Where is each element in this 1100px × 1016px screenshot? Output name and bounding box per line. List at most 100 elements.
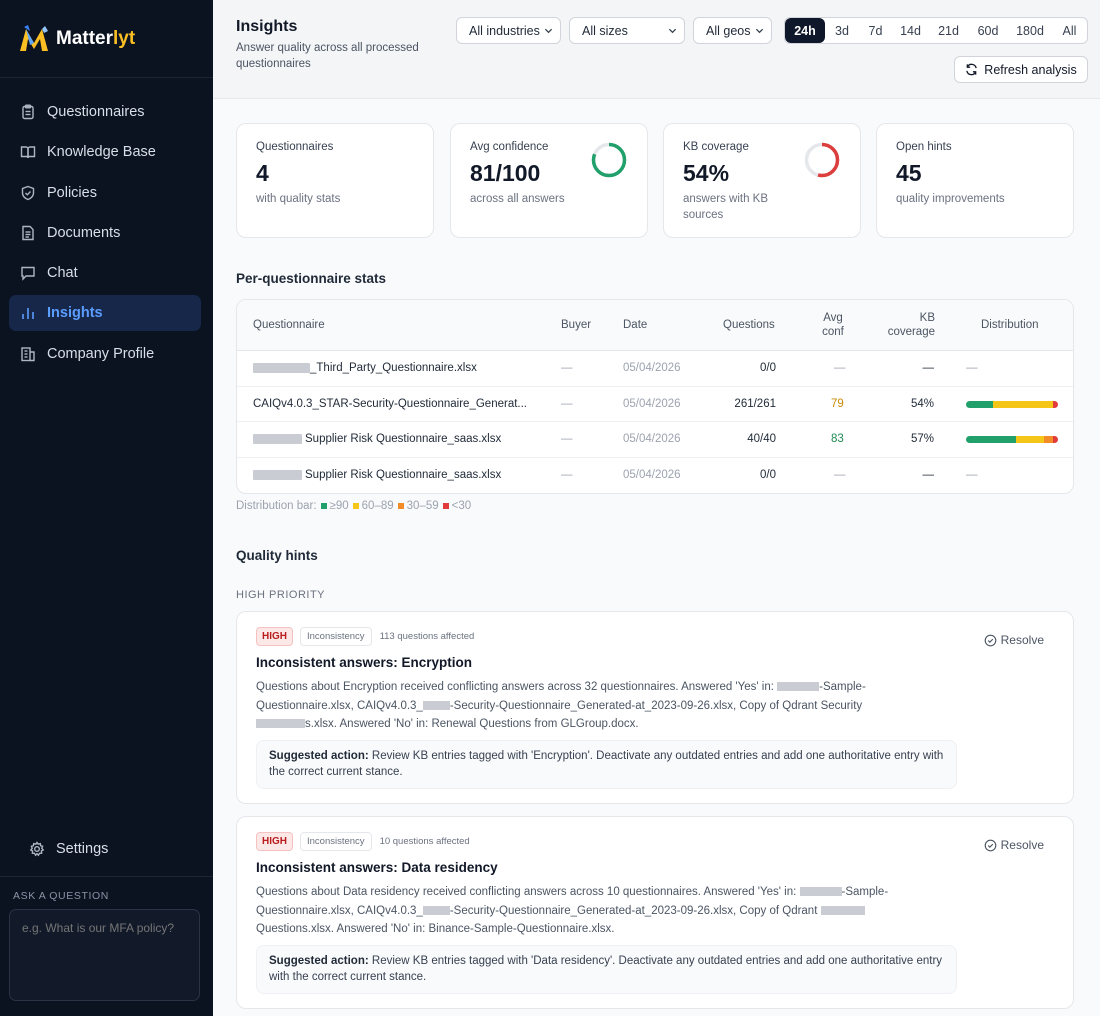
legend-swatch-30-59 — [397, 503, 404, 509]
hint-badges: HIGH Inconsistency 10 questions affected — [256, 832, 470, 851]
size-filter-select[interactable]: All sizes — [569, 17, 685, 44]
sidebar-item-label: Documents — [47, 224, 121, 241]
kb-coverage-cell: — — [922, 469, 935, 482]
range-24h[interactable]: 24h — [785, 18, 825, 43]
sidebar-item-chat[interactable]: Chat — [9, 255, 201, 291]
questionnaire-name[interactable]: Supplier Risk Questionnaire_saas.xlsx — [253, 422, 501, 457]
chevron-down-icon — [755, 28, 764, 34]
sidebar-item-label: Chat — [47, 265, 78, 282]
date-cell: 05/04/2026 — [623, 397, 681, 410]
range-60d[interactable]: 60d — [977, 23, 999, 38]
sidebar-item-label: Company Profile — [47, 345, 155, 362]
stat-label: KB coverage — [683, 141, 749, 153]
table-row[interactable]: Supplier Risk Questionnaire_saas.xlsx — … — [237, 458, 1073, 494]
distribution-segment-under-30 — [1053, 436, 1058, 443]
check-circle-icon — [984, 839, 996, 851]
chat-icon — [21, 266, 35, 281]
column-header-avg-conf[interactable]: Avg conf — [822, 312, 844, 338]
sidebar-nav: Questionnaires Knowledge Base Policies D… — [0, 78, 213, 372]
category-badge: Inconsistency — [300, 832, 372, 851]
resolve-button[interactable]: Resolve — [984, 838, 1044, 852]
column-header-date[interactable]: Date — [623, 319, 648, 331]
column-header-distribution[interactable]: Distribution — [981, 319, 1039, 331]
matterlyt-logo-icon — [20, 24, 48, 51]
questions-cell: 0/0 — [760, 469, 776, 482]
buyer-cell: — — [561, 469, 573, 482]
sidebar-item-label: Knowledge Base — [47, 144, 156, 161]
sidebar-item-company-profile[interactable]: Company Profile — [9, 336, 201, 372]
redaction — [799, 887, 842, 896]
avg-conf-cell: — — [834, 469, 846, 482]
legend-swatch-90-plus — [320, 503, 327, 509]
range-21d[interactable]: 21d — [938, 23, 959, 38]
redaction — [820, 905, 865, 915]
distribution-cell: — — [966, 362, 978, 375]
ask-question-input[interactable] — [9, 909, 200, 1001]
stat-value: 45 — [896, 160, 922, 186]
range-180d[interactable]: 180d — [1016, 23, 1044, 38]
avg-conf-cell: 83 — [831, 433, 844, 446]
table-row[interactable]: _Third_Party_Questionnaire.xlsx — 05/04/… — [237, 351, 1073, 387]
book-icon — [20, 146, 36, 159]
avg-conf-cell: 79 — [831, 397, 844, 410]
questionnaire-name[interactable]: Supplier Risk Questionnaire_saas.xlsx — [253, 458, 501, 494]
distribution-bar — [966, 400, 1058, 408]
distribution-segment-90-plus — [966, 400, 993, 408]
questionnaire-stats-table: Questionnaire Buyer Date Questions Avg co… — [236, 299, 1074, 494]
range-14d[interactable]: 14d — [900, 23, 921, 38]
column-header-questionnaire[interactable]: Questionnaire — [253, 319, 325, 331]
severity-badge: HIGH — [256, 832, 293, 851]
priority-group-label: HIGH PRIORITY — [236, 589, 326, 601]
refresh-analysis-button[interactable]: Refresh analysis — [954, 56, 1088, 83]
range-7d[interactable]: 7d — [868, 23, 883, 38]
questions-cell: 261/261 — [734, 397, 776, 410]
date-cell: 05/04/2026 — [623, 469, 681, 482]
legend-label: 60–89 — [361, 500, 394, 512]
hint-description: Questions about Data residency received … — [256, 886, 889, 935]
legend-label: ≥90 — [329, 500, 349, 512]
kb-coverage-cell: 54% — [910, 397, 934, 410]
sidebar-item-insights[interactable]: Insights — [9, 295, 201, 332]
avg-conf-cell: — — [834, 362, 846, 375]
page-subtitle: Answer quality across all processed ques… — [236, 42, 419, 70]
sidebar-item-settings[interactable]: Settings — [18, 831, 189, 867]
sidebar-item-questionnaires[interactable]: Questionnaires — [9, 94, 201, 130]
suggested-action-text: Review KB entries tagged with 'Data resi… — [269, 955, 943, 983]
hint-card: HIGH Inconsistency 113 questions affecte… — [236, 611, 1074, 804]
stat-label: Open hints — [896, 141, 952, 153]
sidebar-item-knowledge-base[interactable]: Knowledge Base — [9, 134, 201, 170]
kb-coverage-cell: 57% — [910, 433, 934, 446]
stat-label: Avg confidence — [470, 141, 549, 153]
questions-cell: 0/0 — [760, 362, 776, 375]
sidebar-item-policies[interactable]: Policies — [9, 175, 201, 211]
stat-description: with quality stats — [256, 193, 341, 205]
table-row[interactable]: Supplier Risk Questionnaire_saas.xlsx — … — [237, 422, 1073, 458]
stat-card-avg-confidence: Avg confidence 81/100 across all answers — [450, 123, 648, 238]
stat-card-open-hints: Open hints 45 quality improvements — [876, 123, 1074, 238]
column-header-kb-coverage[interactable]: KB coverage — [887, 312, 935, 338]
table-row[interactable]: CAIQv4.0.3_STAR-Security-Questionnaire_G… — [237, 387, 1073, 422]
industry-filter-select[interactable]: All industries — [456, 17, 561, 44]
suggested-action-label: Suggested action: — [269, 750, 369, 762]
affected-count: 10 questions affected — [379, 836, 470, 847]
sidebar-item-documents[interactable]: Documents — [9, 215, 201, 251]
questionnaire-name[interactable]: CAIQv4.0.3_STAR-Security-Questionnaire_G… — [253, 397, 527, 410]
resolve-button[interactable]: Resolve — [984, 633, 1044, 647]
range-3d[interactable]: 3d — [835, 23, 849, 38]
sidebar-item-label: Questionnaires — [47, 104, 145, 120]
chevron-down-icon — [544, 28, 553, 34]
column-header-buyer[interactable]: Buyer — [561, 319, 592, 331]
category-badge: Inconsistency — [300, 627, 372, 646]
questionnaire-name[interactable]: _Third_Party_Questionnaire.xlsx — [253, 351, 477, 386]
redaction — [253, 363, 310, 374]
sidebar: Matterlyt Questionnaires Knowledge Base … — [0, 0, 213, 1016]
brand[interactable]: Matterlyt — [0, 0, 213, 78]
geo-filter-select[interactable]: All geos — [693, 17, 772, 44]
refresh-analysis-label: Refresh analysis — [984, 62, 1077, 77]
range-all[interactable]: All — [1062, 23, 1077, 38]
suggested-action-label: Suggested action: — [269, 955, 369, 967]
stat-description: quality improvements — [896, 193, 1005, 205]
legend-prefix: Distribution bar: — [236, 500, 317, 512]
column-header-questions[interactable]: Questions — [723, 319, 775, 331]
settings-label: Settings — [56, 841, 109, 857]
